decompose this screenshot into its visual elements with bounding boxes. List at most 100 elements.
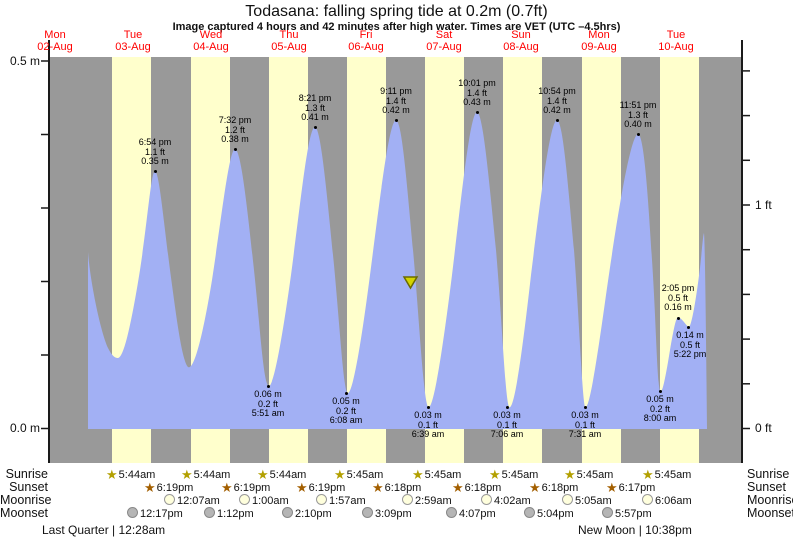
moonrise-entry: 4:02am — [481, 494, 531, 507]
y-axis-label-left-bottom: 0.0 m — [9, 421, 40, 435]
moonset-circle-icon — [127, 507, 138, 518]
tide-point-dot — [505, 405, 509, 409]
high-tide-annotation: 2:05 pm 0.5 ft 0.16 m — [661, 283, 695, 312]
tide-point-dot — [475, 110, 479, 114]
moonset-entry: 12:17pm — [127, 507, 183, 520]
tide-point-dot — [658, 389, 662, 393]
moonset-circle-icon — [602, 507, 613, 518]
moonset-circle-icon — [282, 507, 293, 518]
sunrise-star-icon: ★ — [257, 467, 269, 482]
day-label: Fri 06-Aug — [348, 29, 384, 53]
day-label: Sun 08-Aug — [503, 29, 539, 53]
tide-point-dot — [583, 405, 587, 409]
day-label: Mon 02-Aug — [37, 29, 73, 53]
moonset-entry: 5:57pm — [602, 507, 652, 520]
tide-point-dot — [676, 316, 680, 320]
low-tide-annotation: 0.03 m 0.1 ft 7:06 am — [490, 410, 524, 439]
moonset-row-label: Moonset — [747, 506, 793, 520]
sunrise-star-icon: ★ — [334, 467, 346, 482]
high-tide-annotation: 7:32 pm 1.2 ft 0.38 m — [218, 115, 252, 144]
sunset-row-label: Sunset — [9, 480, 48, 494]
axes — [48, 40, 743, 463]
moonrise-circle-icon — [239, 494, 250, 505]
day-label: Wed 04-Aug — [193, 29, 229, 53]
sunrise-star-icon: ★ — [642, 467, 654, 482]
moonrise-circle-icon — [164, 494, 175, 505]
moonset-entry: 3:09pm — [362, 507, 412, 520]
moonrise-entry: 12:07am — [164, 494, 220, 507]
sunset-star-icon: ★ — [144, 480, 156, 495]
last-quarter-phase-label: Last Quarter | 12:28am — [42, 523, 166, 537]
sunset-star-icon: ★ — [372, 480, 384, 495]
sunset-row-label: Sunset — [747, 480, 786, 494]
high-tide-annotation: 10:01 pm 1.4 ft 0.43 m — [458, 78, 496, 107]
sunrise-star-icon: ★ — [412, 467, 424, 482]
sunrise-entry: ★5:45am — [412, 467, 462, 482]
tide-point-dot — [686, 325, 690, 329]
sunrise-star-icon: ★ — [181, 467, 193, 482]
sunrise-entry: ★5:45am — [642, 467, 692, 482]
tide-point-dot — [426, 405, 430, 409]
moonrise-circle-icon — [402, 494, 413, 505]
y-axis-label-right-bottom: 0 ft — [755, 421, 772, 435]
tide-point-dot — [313, 125, 317, 129]
sunrise-star-icon: ★ — [489, 467, 501, 482]
sunset-star-icon: ★ — [529, 480, 541, 495]
day-label: Sat 07-Aug — [426, 29, 462, 53]
sunset-entry: ★6:17pm — [606, 480, 656, 495]
page-title: Todasana: falling spring tide at 0.2m (0… — [245, 3, 548, 20]
high-tide-annotation: 9:11 pm 1.4 ft 0.42 m — [380, 86, 412, 115]
sunset-entry: ★6:18pm — [529, 480, 579, 495]
moonrise-row-label: Moonrise — [747, 493, 793, 507]
high-tide-annotation: 10:54 pm 1.4 ft 0.42 m — [538, 86, 576, 115]
y-axis-label-right-top: 1 ft — [755, 198, 772, 212]
high-tide-annotation: 6:54 pm 1.1 ft 0.35 m — [138, 137, 172, 166]
low-tide-annotation: 0.05 m 0.2 ft 6:08 am — [329, 396, 363, 425]
moonset-circle-icon — [524, 507, 535, 518]
sunrise-entry: ★5:44am — [106, 467, 156, 482]
day-label: Mon 09-Aug — [581, 29, 617, 53]
sunset-entry: ★6:19pm — [296, 480, 346, 495]
moonrise-circle-icon — [316, 494, 327, 505]
day-label: Thu 05-Aug — [271, 29, 307, 53]
sunrise-entry: ★5:44am — [257, 467, 307, 482]
new-moon-phase-label: New Moon | 10:38pm — [578, 523, 692, 537]
high-tide-annotation: 11:51 pm 1.3 ft 0.40 m — [619, 100, 657, 129]
sunset-entry: ★6:18pm — [452, 480, 502, 495]
moonrise-entry: 1:57am — [316, 494, 366, 507]
sunrise-entry: ★5:45am — [564, 467, 614, 482]
sunrise-row-label: Sunrise — [747, 467, 790, 481]
y-axis-label-left-top: 0.5 m — [9, 54, 40, 68]
sunset-star-icon: ★ — [221, 480, 233, 495]
sunset-star-icon: ★ — [452, 480, 464, 495]
right-axis-ticks — [742, 70, 750, 430]
moonrise-entry: 6:06am — [642, 494, 692, 507]
moonset-circle-icon — [362, 507, 373, 518]
moonrise-entry: 5:05am — [562, 494, 612, 507]
sunset-star-icon: ★ — [296, 480, 308, 495]
moonrise-circle-icon — [642, 494, 653, 505]
low-tide-annotation: 0.06 m 0.2 ft 5:51 am — [251, 389, 285, 418]
moonset-entry: 1:12pm — [204, 507, 254, 520]
tide-point-dot — [233, 147, 237, 151]
sunset-entry: ★6:19pm — [144, 480, 194, 495]
moonset-circle-icon — [204, 507, 215, 518]
tide-point-dot — [636, 132, 640, 136]
current-time-marker-icon — [402, 276, 419, 290]
sunrise-star-icon: ★ — [106, 467, 118, 482]
sunrise-entry: ★5:44am — [181, 467, 231, 482]
low-tide-annotation: 0.05 m 0.2 ft 8:00 am — [643, 394, 677, 423]
moonset-entry: 4:07pm — [446, 507, 496, 520]
page-subtitle: Image captured 4 hours and 42 minutes af… — [172, 21, 621, 33]
day-label: Tue 10-Aug — [658, 29, 694, 53]
tide-point-dot — [266, 384, 270, 388]
sunrise-entry: ★5:45am — [334, 467, 384, 482]
moonset-row-label: Moonset — [0, 506, 48, 520]
day-label: Tue 03-Aug — [115, 29, 151, 53]
moonset-entry: 2:10pm — [282, 507, 332, 520]
sunrise-star-icon: ★ — [564, 467, 576, 482]
tide-point-dot — [394, 118, 398, 122]
moonset-entry: 5:04pm — [524, 507, 574, 520]
moonset-circle-icon — [446, 507, 457, 518]
moonrise-circle-icon — [562, 494, 573, 505]
